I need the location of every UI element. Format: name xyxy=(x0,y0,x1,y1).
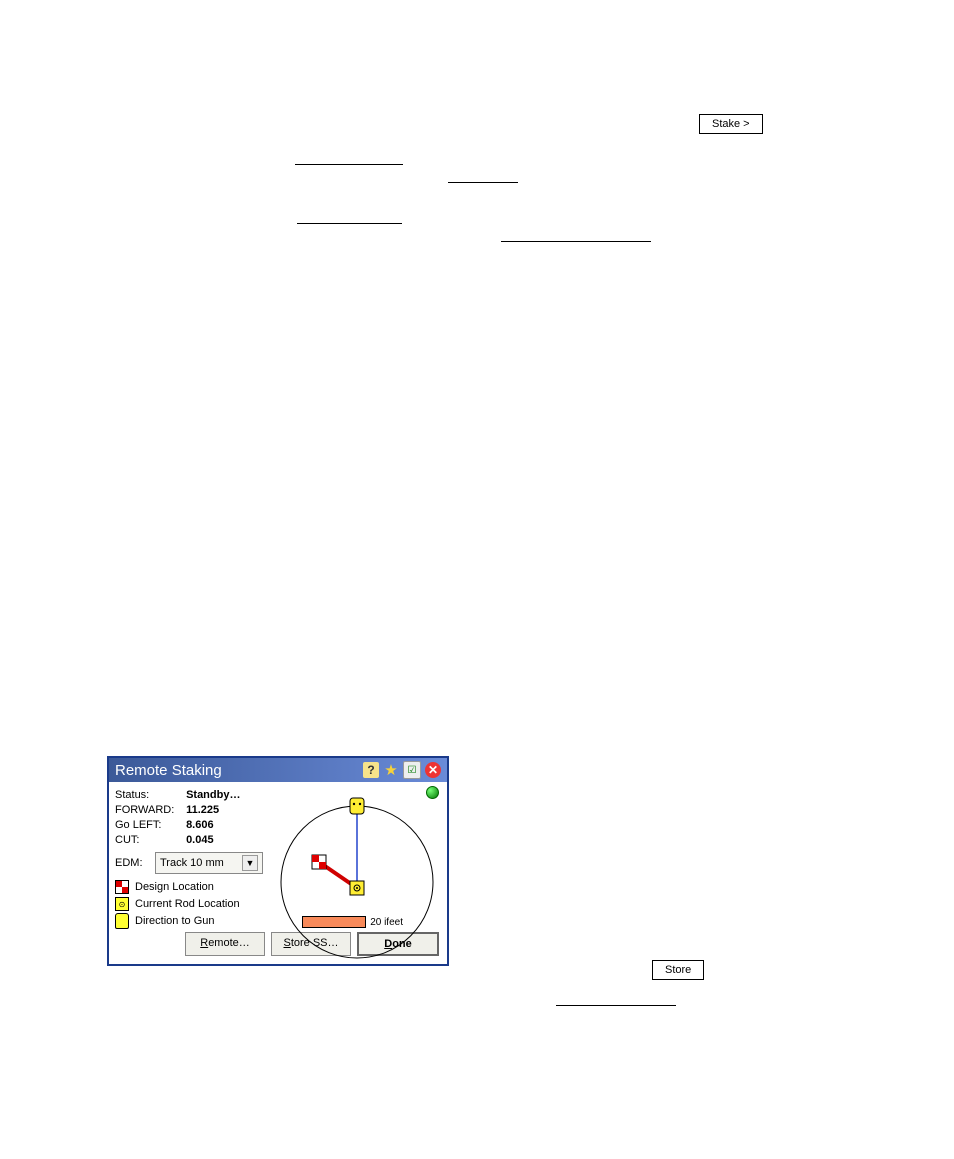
stake-next-button[interactable]: Stake > xyxy=(699,114,763,134)
status-row: Status: Standby… xyxy=(115,789,441,801)
chevron-down-icon: ▼ xyxy=(242,855,258,871)
dialog-body: Status: Standby… FORWARD: 11.225 Go LEFT… xyxy=(109,782,447,964)
remote-staking-dialog: Remote Staking ? ★ ☑ ✕ Status: Standby… … xyxy=(107,756,449,966)
favorite-icon[interactable]: ★ xyxy=(383,762,399,778)
status-indicator-icon xyxy=(426,786,439,799)
status-label: Status: xyxy=(115,789,183,801)
legend-gun-label: Direction to Gun xyxy=(135,915,214,927)
gun-direction-icon xyxy=(115,914,129,928)
goleft-label: Go LEFT: xyxy=(115,819,183,831)
dialog-title: Remote Staking xyxy=(115,762,222,779)
underline-2 xyxy=(448,181,518,183)
legend-rod-label: Current Rod Location xyxy=(135,898,240,910)
forward-value: 11.225 xyxy=(186,804,219,816)
forward-label: FORWARD: xyxy=(115,804,183,816)
close-icon[interactable]: ✕ xyxy=(425,762,441,778)
options-icon[interactable]: ☑ xyxy=(403,761,421,779)
scale-rect xyxy=(302,916,366,928)
scale-label: 20 ifeet xyxy=(370,917,403,928)
store-boxed-label[interactable]: Store xyxy=(652,960,704,980)
remote-button[interactable]: Remote… xyxy=(185,932,265,956)
status-value: Standby… xyxy=(186,789,240,801)
edm-value: Track 10 mm xyxy=(160,857,224,869)
titlebar-icon-group: ? ★ ☑ ✕ xyxy=(363,761,441,779)
bullseye-chart xyxy=(277,802,437,962)
scale-bar: 20 ifeet xyxy=(302,916,403,928)
design-location-icon xyxy=(115,880,129,894)
underline-1 xyxy=(295,163,403,165)
goleft-value: 8.606 xyxy=(186,819,214,831)
underline-4 xyxy=(501,240,651,242)
edm-dropdown[interactable]: Track 10 mm ▼ xyxy=(155,852,263,874)
help-icon[interactable]: ? xyxy=(363,762,379,778)
cut-value: 0.045 xyxy=(186,834,214,846)
cut-label: CUT: xyxy=(115,834,183,846)
underline-3 xyxy=(297,222,402,224)
underline-store xyxy=(556,1004,676,1006)
edm-label: EDM: xyxy=(115,857,155,869)
current-rod-icon: ⊙ xyxy=(115,897,129,911)
legend-design-label: Design Location xyxy=(135,881,214,893)
titlebar: Remote Staking ? ★ ☑ ✕ xyxy=(109,758,447,782)
